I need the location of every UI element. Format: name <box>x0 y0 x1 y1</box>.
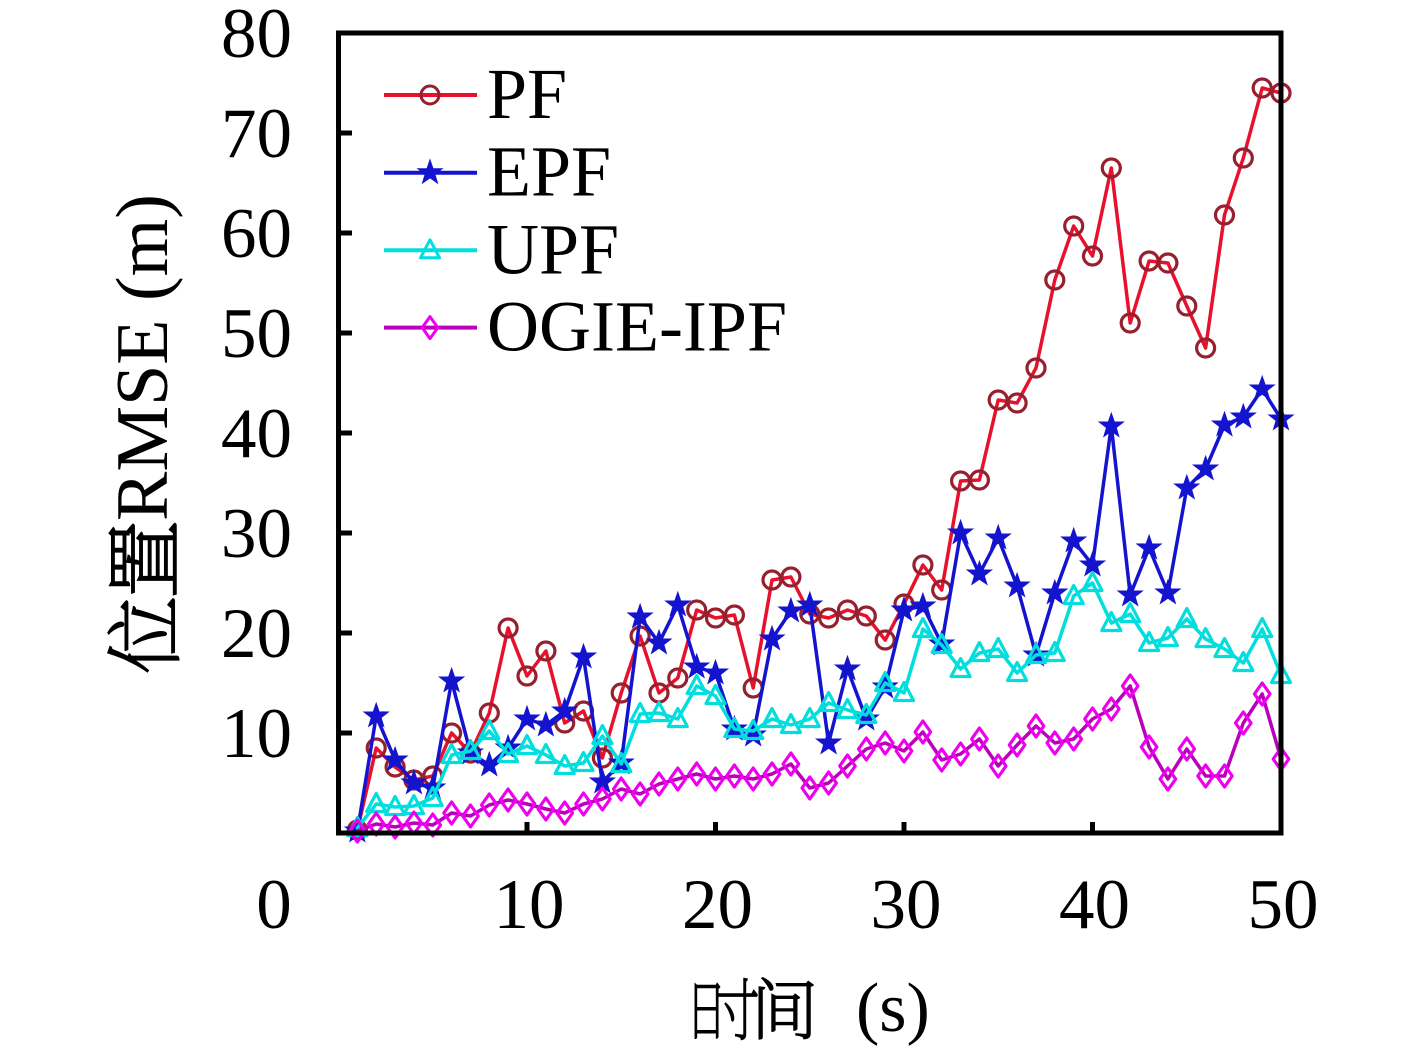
svg-text:30: 30 <box>871 866 942 944</box>
svg-text:20: 20 <box>221 595 292 673</box>
svg-text:40: 40 <box>1059 866 1130 944</box>
svg-text:(s): (s) <box>856 970 930 1047</box>
svg-text:50: 50 <box>1248 866 1319 944</box>
svg-text:70: 70 <box>221 95 292 173</box>
svg-text:0: 0 <box>256 866 292 944</box>
svg-text:80: 80 <box>221 0 292 73</box>
svg-text:50: 50 <box>221 295 292 373</box>
svg-text:RMSE (m): RMSE (m) <box>102 194 184 521</box>
svg-text:UPF: UPF <box>487 209 619 289</box>
svg-text:20: 20 <box>682 866 753 944</box>
svg-text:10: 10 <box>494 866 565 944</box>
svg-text:EPF: EPF <box>487 132 611 212</box>
svg-text:PF: PF <box>487 54 567 134</box>
svg-text:40: 40 <box>221 395 292 473</box>
svg-text:OGIE-IPF: OGIE-IPF <box>487 287 787 367</box>
svg-text:10: 10 <box>221 695 292 773</box>
svg-text:30: 30 <box>221 495 292 573</box>
svg-text:60: 60 <box>221 195 292 273</box>
